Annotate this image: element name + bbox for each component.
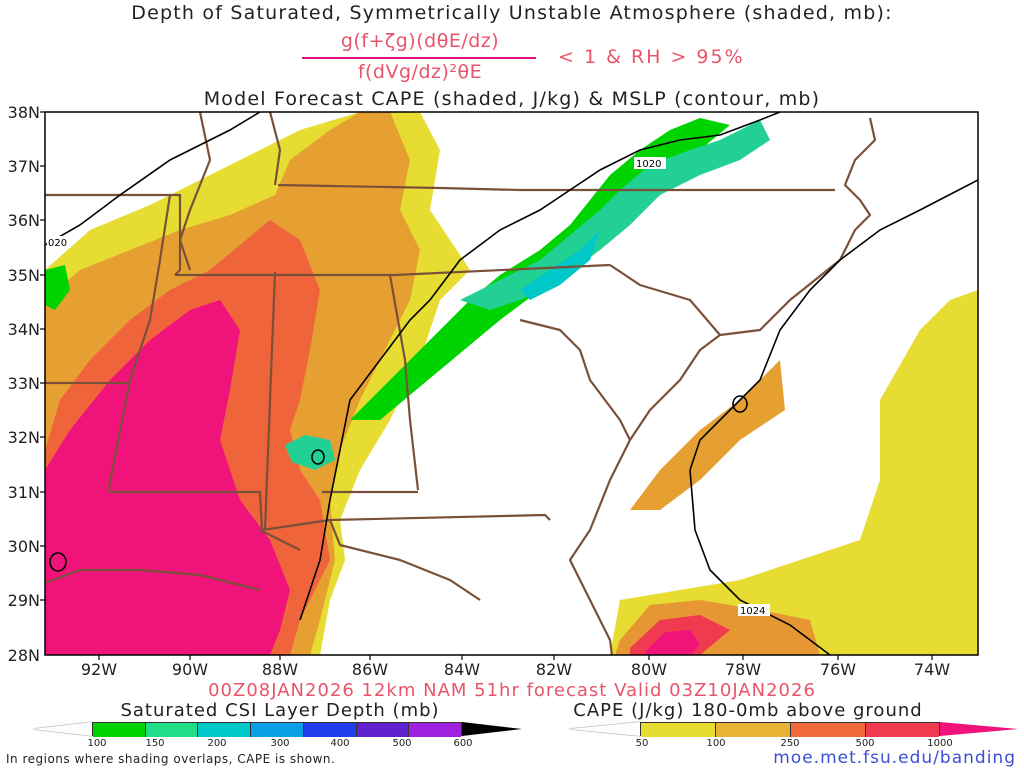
lon-label: 84W (444, 660, 480, 679)
cape-yellow-east (610, 300, 978, 655)
lat-label: 32N (8, 428, 40, 447)
lat-label: 36N (8, 211, 40, 230)
csi-colorbar-swatch (409, 723, 462, 737)
csi-colorbar-swatch (93, 723, 146, 737)
lon-label: 74W (914, 660, 950, 679)
csi-colorbar-title: Saturated CSI Layer Depth (mb) (120, 700, 440, 721)
lon-label: 90W (172, 660, 208, 679)
csi-tick-label: 400 (330, 738, 350, 749)
cape-colorbar-swatch (866, 723, 939, 737)
csi-colorbar-swatch (251, 723, 304, 737)
csi-tick-label: 300 (270, 738, 290, 749)
cape-colorbar-min-arrow (568, 722, 640, 736)
csi-tick-label: 200 (207, 738, 227, 749)
source-website-link[interactable]: moe.met.fsu.edu/banding (773, 748, 1016, 768)
csi-colorbar-swatch (356, 723, 410, 737)
csi-criterion-numerator: g(f+ζg)(dθE/dz) (340, 30, 500, 52)
cape-colorbar (640, 722, 940, 737)
cape-colorbar-swatch (716, 723, 791, 737)
csi-teal-band (460, 120, 770, 310)
lat-label: 28N (8, 646, 40, 665)
lon-label: 86W (352, 660, 388, 679)
cape-yellow-atlantic (915, 290, 978, 590)
cape-colorbar-swatch (641, 723, 716, 737)
lat-label: 38N (8, 103, 40, 122)
cape-tick-label: 50 (635, 738, 649, 749)
lon-label: 80W (631, 660, 667, 679)
isobar-label: 1020 (636, 159, 661, 170)
cape-colorbar-title: CAPE (J/kg) 180-0mb above ground (573, 700, 923, 721)
lon-label: 76W (820, 660, 856, 679)
csi-cyan-band (520, 230, 600, 300)
lat-label: 37N (8, 157, 40, 176)
fraction-bar (302, 57, 536, 59)
csi-tick-label: 100 (87, 738, 107, 749)
lon-label: 92W (81, 660, 117, 679)
csi-colorbar-min-arrow (32, 722, 92, 736)
cape-tick-label: 250 (780, 738, 800, 749)
cape-tick-label: 1000 (927, 738, 953, 749)
lat-label: 33N (8, 374, 40, 393)
lon-label: 82W (536, 660, 572, 679)
csi-colorbar (92, 722, 462, 737)
lat-label: 30N (8, 537, 40, 556)
cape-magenta-ocean (645, 630, 700, 655)
forecast-valid-time: 00Z08JAN2026 12km NAM 51hr forecast Vali… (208, 680, 816, 701)
csi-criterion-condition: < 1 & RH > 95% (558, 46, 745, 68)
map-title-line-2: Model Forecast CAPE (shaded, J/kg) & MSL… (203, 88, 821, 110)
csi-tick-label: 150 (145, 738, 165, 749)
map-title-line-1: Depth of Saturated, Symmetrically Unstab… (131, 2, 893, 24)
cape-tick-label: 100 (706, 738, 726, 749)
lon-label: 78W (725, 660, 761, 679)
csi-colorbar-swatch (198, 723, 252, 737)
lat-label: 34N (8, 320, 40, 339)
cape-tick-label: 500 (855, 738, 875, 749)
state-boundaries (45, 112, 877, 655)
csi-green-patch-west (45, 265, 70, 310)
cape-colorbar-max-arrow (940, 722, 1018, 736)
lat-label: 29N (8, 591, 40, 610)
csi-tick-label: 500 (392, 738, 412, 749)
csi-colorbar-swatch (145, 723, 199, 737)
cape-orange-east (630, 360, 785, 510)
shading-overlap-note: In regions where shading overlaps, CAPE … (6, 752, 336, 766)
lat-label: 31N (8, 483, 40, 502)
csi-tick-label: 600 (453, 738, 473, 749)
isobar-label: 020 (48, 238, 67, 249)
mslp-contours (45, 112, 978, 655)
lat-label: 35N (8, 266, 40, 285)
csi-colorbar-swatch (303, 723, 357, 737)
cape-colorbar-swatch (791, 723, 866, 737)
csi-colorbar-max-arrow (462, 722, 522, 736)
lon-label: 88W (262, 660, 298, 679)
csi-criterion-denominator: f(dVg/dz)²θE (357, 61, 483, 83)
isobar-label: 1024 (740, 606, 765, 617)
cape-magenta-west (45, 300, 290, 655)
